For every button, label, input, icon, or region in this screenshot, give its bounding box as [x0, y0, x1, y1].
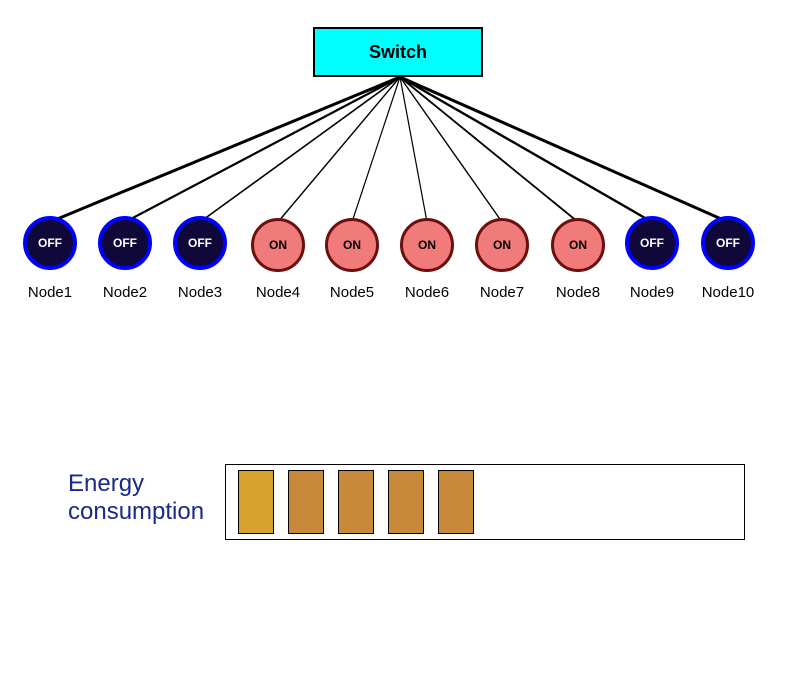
node-label-9: Node9: [617, 284, 687, 301]
node-circle-1: OFF: [23, 216, 77, 270]
node-label-7: Node7: [467, 284, 537, 301]
energy-segment-3: [338, 470, 374, 534]
node-state: OFF: [640, 236, 664, 250]
node-state: ON: [493, 238, 511, 252]
node-circle-5: ON: [325, 218, 379, 272]
node-label-5: Node5: [317, 284, 387, 301]
node-label-3: Node3: [165, 284, 235, 301]
energy-segment-4: [388, 470, 424, 534]
node-state: ON: [569, 238, 587, 252]
energy-segment-1: [238, 470, 274, 534]
node-circle-4: ON: [251, 218, 305, 272]
node-state: ON: [418, 238, 436, 252]
energy-label-line2: consumption: [68, 498, 204, 526]
node-state: OFF: [188, 236, 212, 250]
node-circle-3: OFF: [173, 216, 227, 270]
energy-segment-2: [288, 470, 324, 534]
node-label-8: Node8: [543, 284, 613, 301]
node-label-4: Node4: [243, 284, 313, 301]
node-label-10: Node10: [693, 284, 763, 301]
node-circle-7: ON: [475, 218, 529, 272]
node-label-2: Node2: [90, 284, 160, 301]
node-circle-6: ON: [400, 218, 454, 272]
energy-segment-5: [438, 470, 474, 534]
switch-box: Switch: [313, 27, 483, 77]
node-state: ON: [343, 238, 361, 252]
node-label-6: Node6: [392, 284, 462, 301]
energy-label: Energy consumption: [68, 470, 204, 525]
energy-label-line1: Energy: [68, 470, 204, 498]
connection-lines: [0, 0, 800, 698]
node-circle-9: OFF: [625, 216, 679, 270]
node-state: OFF: [38, 236, 62, 250]
node-label-1: Node1: [15, 284, 85, 301]
node-circle-2: OFF: [98, 216, 152, 270]
node-circle-10: OFF: [701, 216, 755, 270]
node-circle-8: ON: [551, 218, 605, 272]
node-state: ON: [269, 238, 287, 252]
node-state: OFF: [113, 236, 137, 250]
node-state: OFF: [716, 236, 740, 250]
switch-label: Switch: [369, 42, 427, 63]
